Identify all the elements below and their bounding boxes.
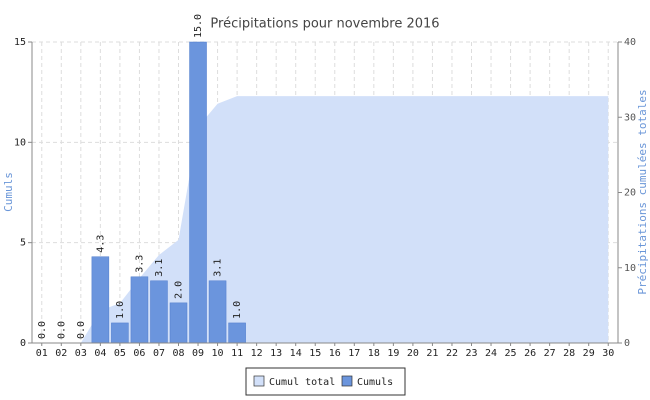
bar — [111, 322, 129, 344]
x-tick-label: 16 — [329, 348, 341, 359]
y-axis-label: Cumuls — [2, 172, 15, 212]
y2-tick-label: 0 — [624, 338, 630, 349]
value-label: 3.3 — [134, 255, 145, 273]
legend-box — [245, 367, 406, 396]
bar — [91, 256, 110, 344]
x-tick-label: 07 — [153, 348, 165, 359]
x-tick-label: 17 — [348, 348, 360, 359]
bar — [189, 41, 207, 344]
y2-tick-label: 20 — [624, 188, 636, 199]
x-tick-label: 11 — [231, 348, 243, 359]
y-tick-label: 10 — [14, 137, 26, 148]
x-tick-label: 18 — [368, 348, 380, 359]
legend-label: Cumul total — [269, 377, 335, 388]
x-tick-label: 06 — [133, 348, 145, 359]
x-tick-label: 30 — [602, 348, 614, 359]
x-tick-label: 15 — [309, 348, 321, 359]
value-label: 15.0 — [193, 14, 204, 38]
y-tick-label: 15 — [14, 37, 26, 48]
x-tick-label: 29 — [583, 348, 595, 359]
y2-tick-label: 30 — [624, 112, 636, 123]
area — [41, 96, 609, 344]
x-tick-label: 01 — [36, 348, 48, 359]
x-tick-label: 26 — [524, 348, 536, 359]
value-label: 2.0 — [174, 281, 185, 299]
x-tick-label: 08 — [172, 348, 184, 359]
x-tick-label: 21 — [426, 348, 438, 359]
x-tick-label: 10 — [212, 348, 224, 359]
x-tick-label: 14 — [290, 348, 302, 359]
x-tick-label: 28 — [563, 348, 575, 359]
value-label: 0.0 — [56, 321, 67, 339]
x-tick-label: 19 — [387, 348, 399, 359]
x-tick-label: 23 — [465, 348, 477, 359]
x-tick-label: 20 — [407, 348, 419, 359]
x-tick-label: 25 — [505, 348, 517, 359]
y2-axis-label: Précipitations cumulées totales — [636, 89, 649, 294]
value-label: 1.0 — [115, 301, 126, 319]
legend-swatch — [341, 375, 353, 387]
bar — [130, 276, 149, 344]
x-tick-label: 04 — [94, 348, 106, 359]
value-label: 0.0 — [76, 321, 87, 339]
legend-swatch — [253, 375, 265, 387]
legend-label: Cumuls — [357, 377, 393, 388]
value-label: 0.0 — [37, 321, 48, 339]
bar — [228, 322, 246, 344]
chart-title: Précipitations pour novembre 2016 — [210, 17, 439, 32]
y-tick-label: 0 — [20, 338, 26, 349]
value-label: 3.1 — [154, 259, 165, 277]
bar — [208, 280, 227, 344]
bar — [150, 280, 168, 344]
x-tick-label: 12 — [251, 348, 263, 359]
bar — [169, 302, 188, 344]
x-tick-label: 13 — [270, 348, 282, 359]
x-tick-label: 05 — [114, 348, 126, 359]
y2-tick-label: 10 — [624, 263, 636, 274]
y2-tick-label: 40 — [624, 37, 636, 48]
x-tick-label: 03 — [75, 348, 87, 359]
value-label: 1.0 — [232, 301, 243, 319]
x-tick-label: 09 — [192, 348, 204, 359]
x-tick-label: 22 — [446, 348, 458, 359]
y-tick-label: 5 — [20, 238, 26, 249]
value-label: 3.1 — [213, 259, 224, 277]
value-label: 4.3 — [95, 235, 106, 253]
x-tick-label: 24 — [485, 348, 497, 359]
x-tick-label: 27 — [544, 348, 556, 359]
x-tick-label: 02 — [55, 348, 67, 359]
